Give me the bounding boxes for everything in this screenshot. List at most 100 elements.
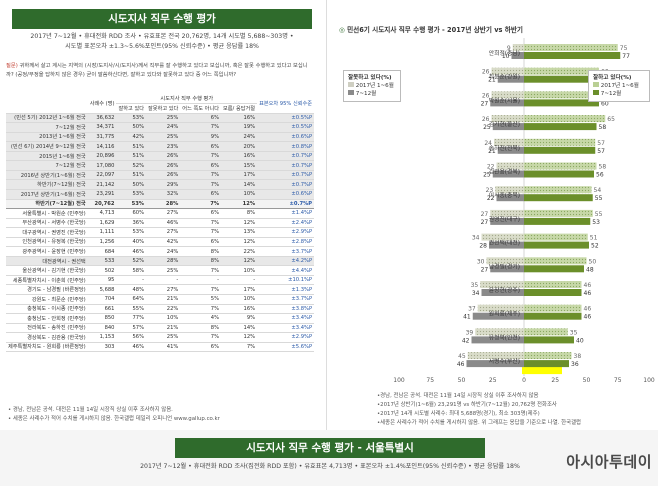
cell-d: 15% [221, 160, 258, 171]
highlight-bg [522, 365, 562, 375]
cell-d: 13% [221, 227, 258, 238]
bar-pos-h2 [524, 75, 604, 83]
legend-left-title: 잘못하고 있다(%) [348, 75, 392, 81]
bar-pos-h2 [524, 265, 584, 273]
cell-c: 4% [180, 313, 222, 324]
cell-d: 10% [221, 265, 258, 276]
table-row: 2017년 상반기(1~6월) 전국 23,291 53% 32% 6% 10% ±0.6%… [6, 189, 315, 200]
bar-pos-h2 [524, 170, 594, 178]
table-row: 하반기(7~12월) 전국 20,762 53% 28% 7% 12% ±0.7%P [6, 199, 315, 210]
bar-pos-h2 [524, 289, 582, 296]
label-pos-h2: 53 [592, 219, 600, 226]
label-pos-h1: 58 [599, 164, 607, 171]
cell-b: 21% [146, 323, 181, 334]
legend-right-label-2: 7~12월 [600, 91, 622, 97]
label-pos-h2: 40 [576, 337, 584, 344]
bar-neg-h1 [486, 257, 524, 265]
table-row: 2015년 1~6월 전국 20,896 51% 26% 7% 16% ±0.7%P [6, 151, 315, 162]
bar-neg-h1 [494, 138, 524, 146]
label-neg-h2: 41 [463, 314, 471, 321]
cell-e: ±0.7%P [257, 151, 315, 162]
cell-e: ±0.7%P [257, 160, 315, 171]
category-label: 최문순(강원) [489, 73, 520, 81]
x-tick-label: 75 [426, 377, 434, 384]
cell-e: ±0.5%P [257, 122, 315, 133]
cell-label: 인천광역시 - 유정복 (한국당) [6, 237, 88, 248]
label-neg-h2: 21 [488, 77, 496, 84]
cell-e: ±4.4%P [257, 265, 315, 276]
table-row: 충청북도 - 이시종 (민주당) 661 55% 22% 7% 16% ±3.8%P [6, 304, 315, 315]
cell-d: 9% [221, 313, 258, 324]
bar-neg-h2 [490, 265, 524, 273]
label-neg-h2: 27 [481, 266, 489, 273]
x-tick-label: 50 [458, 377, 466, 384]
cell-n: 303 [87, 342, 117, 353]
table-row: 경기도 - 남경필 (바른정당) 5,688 48% 27% 7% 17% ±1.3%P [6, 284, 315, 295]
cell-label: 하반기(7~12월) 전국 [6, 179, 88, 190]
cell-a: 56% [116, 332, 146, 343]
cell-a: 58% [116, 265, 146, 276]
cell-c: 7% [180, 265, 222, 276]
bar-neg-h1 [467, 352, 524, 360]
cell-e: ±3.8%P [257, 304, 315, 315]
cell-n: 23,291 [87, 189, 117, 200]
swatch-icon [348, 82, 354, 87]
bar-neg-h2 [497, 146, 524, 154]
cell-a: 46% [116, 246, 146, 257]
legend-right-title: 잘하고 있다(%) [593, 75, 632, 81]
col-n: 사례수 (명) [87, 94, 117, 114]
cell-n: 95 [87, 275, 117, 286]
cell-label: 제주특별자치도 - 원희룡 (바른정당) [6, 342, 88, 353]
label-neg-h1: 37 [468, 306, 476, 313]
cell-a: 51% [116, 151, 146, 162]
cell-c: 7% [180, 304, 222, 315]
cell-c: 5% [180, 294, 222, 305]
x-tick-label: 25 [489, 377, 497, 384]
label-neg-h1: 22 [487, 164, 495, 171]
label-pos-h1: 55 [595, 211, 603, 218]
bar-pos-h2 [524, 241, 589, 249]
cell-c: 6% [180, 141, 222, 152]
cell-n: 661 [87, 304, 117, 315]
chart-note-4: •세종은 사례수가 적어 수치를 게시하지 않음. 위 그래프는 응답을 기준으… [377, 420, 581, 426]
cell-label: 2016년 상반기(1~6월) 전국 [6, 170, 88, 181]
bar-neg-h1 [512, 44, 524, 51]
label-pos-h1: 51 [590, 235, 598, 242]
cell-b: 25% [146, 132, 181, 143]
label-neg-h1: 45 [458, 353, 466, 360]
label-pos-h2: 58 [599, 124, 607, 131]
label-neg-h1: 30 [477, 258, 485, 265]
cell-label: 2015년 1~6월 전국 [6, 151, 88, 162]
cell-d: 19% [221, 122, 258, 133]
table-row: 울산광역시 - 김기현 (한국당) 502 58% 25% 7% 10% ±4.4%P [6, 265, 315, 276]
label-neg-h1: 34 [472, 235, 480, 242]
legend-left-item-2: 7~12월 [348, 90, 396, 98]
cell-e: ±3.7%P [257, 294, 315, 305]
bar-neg-h2 [492, 123, 524, 131]
cell-e: ±3.4%P [257, 313, 315, 324]
bar-neg-h2 [466, 360, 524, 368]
col-e: 표본오차 95% 신뢰수준 [257, 94, 315, 114]
label-pos-h2: 57 [597, 148, 605, 155]
cell-b: 32% [146, 189, 181, 200]
label-neg-h2: 27 [481, 219, 489, 226]
cell-a: 50% [116, 122, 146, 133]
table-row: 2013년 1~6월 전국 31,775 42% 25% 9% 24% ±0.6%P [6, 132, 315, 143]
bar-neg-h2 [489, 241, 524, 249]
label-neg-h2: 25 [483, 172, 491, 179]
cell-n: 1,111 [87, 227, 117, 238]
cell-d: 14% [221, 179, 258, 190]
bar-neg-h2 [481, 289, 524, 296]
label-neg-h1: 27 [481, 211, 489, 218]
bar-neg-h2 [497, 75, 524, 83]
category-label: 윤장현(광주) [489, 286, 520, 294]
cell-d: 10% [221, 189, 258, 200]
swatch-icon [593, 90, 599, 95]
bottom-subtitle: 2017년 7~12월 • 휴대전화 RDD 조사(집전화 RDD 포함) • … [140, 463, 520, 470]
table-row: 강원도 - 최문순 (민주당) 704 64% 21% 5% 10% ±3.7%P [6, 294, 315, 305]
bar-neg-h2 [492, 170, 524, 178]
label-neg-h1: 26 [482, 116, 490, 123]
legend-right-item-1: 2017년 1~6월 [593, 82, 645, 90]
label-pos-h2: 36 [571, 361, 579, 368]
cell-a: 51% [116, 170, 146, 181]
